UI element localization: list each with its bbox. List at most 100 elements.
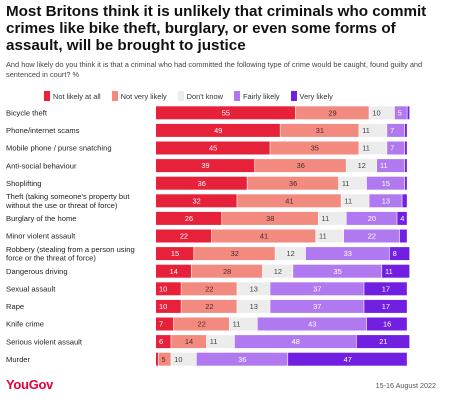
data-label: 7 <box>390 126 394 135</box>
bar-segment <box>156 352 158 366</box>
data-label: 39 <box>201 161 209 170</box>
data-label: 45 <box>209 144 217 153</box>
bar-segment <box>156 335 171 349</box>
data-label: 32 <box>231 249 239 258</box>
category-label: Bicycle theft <box>6 109 48 118</box>
data-label: 11 <box>362 126 370 135</box>
data-label: 22 <box>180 232 188 241</box>
legend: Not likely at all Not very likely Don't … <box>44 90 333 102</box>
data-label: 10 <box>159 284 167 293</box>
bar-segment <box>158 352 171 366</box>
legend-item-fairly-likely: Fairly likely <box>234 91 280 101</box>
data-label: 10 <box>174 355 182 364</box>
data-label: 22 <box>205 284 213 293</box>
data-label: 6 <box>159 337 163 346</box>
bar-segment <box>305 247 390 261</box>
bar-segment <box>316 229 344 243</box>
bar-segment <box>404 159 407 173</box>
data-label: 12 <box>358 161 366 170</box>
data-label: 20 <box>368 214 376 223</box>
bar-segment <box>173 317 230 331</box>
data-label: 38 <box>266 214 274 223</box>
bar-segment <box>262 264 293 278</box>
bar-segment <box>156 123 280 137</box>
bar-segment <box>156 106 296 120</box>
data-label: 4 <box>400 214 404 223</box>
bar-segment <box>397 211 407 225</box>
data-label: 41 <box>285 196 293 205</box>
category-label: Robbery (stealing from a person using for… <box>6 245 135 263</box>
data-label: 14 <box>170 267 178 276</box>
legend-swatch <box>290 91 297 101</box>
data-label: 41 <box>260 232 268 241</box>
bar-segment <box>206 335 235 349</box>
bar-segment <box>359 141 387 155</box>
bar-segment <box>338 176 367 190</box>
data-label: 11 <box>342 179 350 188</box>
bar-segment <box>229 317 257 331</box>
bar-segment <box>382 264 410 278</box>
bar-segment <box>247 176 339 190</box>
data-label: 47 <box>344 355 352 364</box>
bar-segment <box>280 123 359 137</box>
data-label: 31 <box>316 126 324 135</box>
category-label: Sexual assault <box>6 285 56 294</box>
data-label: 33 <box>344 249 352 258</box>
bar-segment <box>366 176 405 190</box>
bar-segment <box>181 282 237 296</box>
category-label: Minor violent assault <box>6 232 76 241</box>
bar-segment <box>181 299 237 313</box>
legend-item-very-likely: Very likely <box>290 91 333 101</box>
bar-segment <box>356 335 410 349</box>
bar-segment <box>399 229 407 243</box>
category-label: Murder <box>6 355 31 364</box>
bar-segment <box>288 352 407 366</box>
data-label: 35 <box>333 267 341 276</box>
bar-segment <box>366 317 407 331</box>
data-label: 26 <box>185 214 193 223</box>
data-label: 32 <box>193 196 201 205</box>
data-label: 37 <box>313 284 321 293</box>
bar-segment <box>237 194 341 208</box>
legend-swatch <box>177 91 184 101</box>
legend-item-not-likely-at-all: Not likely at all <box>44 91 101 101</box>
legend-item-dont-know: Don't know <box>177 91 223 101</box>
legend-label: Not likely at all <box>53 91 101 101</box>
legend-label: Very likely <box>299 91 333 101</box>
data-label: 10 <box>372 108 380 117</box>
chart-subtitle: And how likely do you think it is that a… <box>6 60 423 79</box>
bar-segment <box>156 264 191 278</box>
data-label: 11 <box>233 320 241 329</box>
data-label: 36 <box>198 179 206 188</box>
data-label: 15 <box>171 249 179 258</box>
data-label: 49 <box>214 126 222 135</box>
data-label: 28 <box>223 267 231 276</box>
legend-swatch <box>111 91 118 101</box>
bar-segment <box>156 229 212 243</box>
data-label: 17 <box>382 284 390 293</box>
category-label: Mobile phone / purse snatching <box>6 144 112 153</box>
yougov-logo: YouGov <box>6 377 54 392</box>
bar-segment <box>156 299 181 313</box>
bar-segment <box>295 106 369 120</box>
bar-segment <box>387 141 405 155</box>
bar-segment <box>376 159 405 173</box>
bar-segment <box>359 123 387 137</box>
bar-segment <box>364 299 407 313</box>
category-label: Dangerous driving <box>6 267 68 276</box>
bar-segment <box>270 282 364 296</box>
legend-label: Don't know <box>186 91 223 101</box>
data-label: 36 <box>297 161 305 170</box>
bar-segment <box>156 282 181 296</box>
category-label: Theft (taking someone's property but with… <box>5 192 130 210</box>
bar-segment <box>341 194 369 208</box>
category-label: Rape <box>6 302 24 311</box>
bar-segment <box>404 123 407 137</box>
data-label: 36 <box>289 179 297 188</box>
stacked-bar-chart: Bicycle theft 55 29 10 5 Phone/internet scams… <box>5 106 410 366</box>
data-label: 11 <box>319 232 327 241</box>
bar-segment <box>275 247 306 261</box>
data-label: 13 <box>250 302 258 311</box>
category-label: Serious violent assault <box>6 337 83 346</box>
bar-segment <box>402 194 407 208</box>
